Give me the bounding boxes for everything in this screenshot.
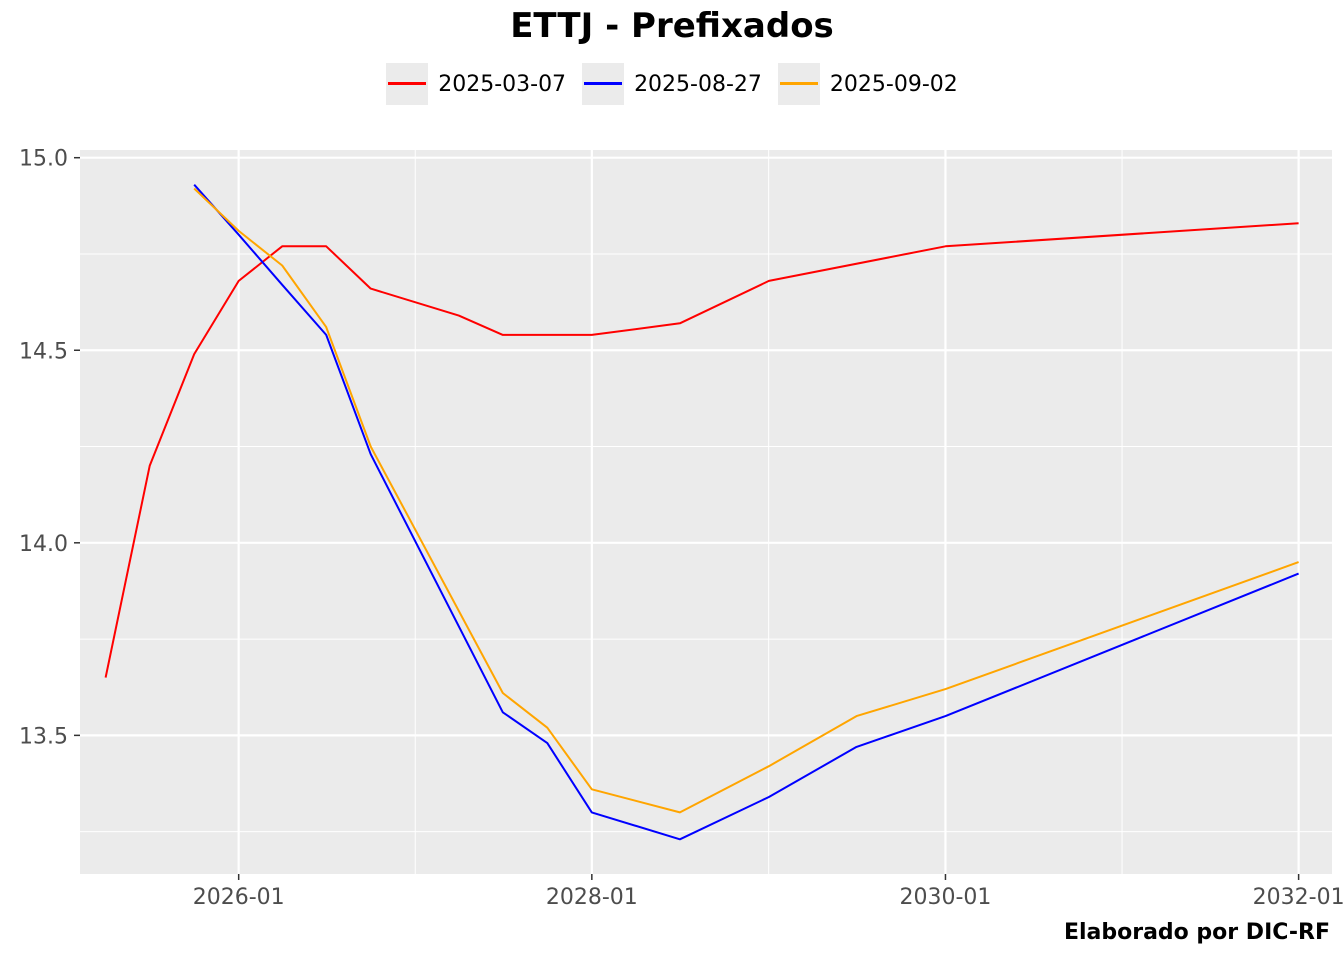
legend-swatch-line — [779, 82, 818, 85]
series-line-2025-03-07 — [104, 222, 1299, 678]
grid-major — [80, 150, 1332, 874]
x-tick-label: 2030-01 — [900, 885, 992, 910]
axis-layer: 2026-01 2028-01 2030-01 2032-01 13.5 14.0 14.5… — [19, 147, 1344, 910]
legend-swatch-line — [584, 82, 623, 85]
legend-item: 2025-03-07 — [386, 63, 566, 105]
plot-panel — [80, 150, 1332, 874]
legend-label: 2025-08-27 — [634, 71, 762, 97]
chart-caption: Elaborado por DIC-RF — [1063, 920, 1330, 945]
x-tick-label: 2028-01 — [546, 885, 638, 910]
legend-item: 2025-08-27 — [582, 63, 762, 105]
legend: 2025-03-07 2025-08-27 2025-09-02 — [0, 63, 1344, 105]
legend-key — [386, 63, 429, 105]
series-line-2025-09-02 — [193, 187, 1299, 814]
legend-key — [777, 63, 820, 105]
series-layer — [104, 184, 1299, 841]
y-tick-label: 14.5 — [19, 339, 68, 364]
chart-title: ETTJ - Prefixados — [510, 6, 834, 46]
legend-label: 2025-03-07 — [438, 71, 567, 97]
x-tick-label: 2032-01 — [1253, 885, 1344, 910]
y-tick-label: 15.0 — [19, 147, 68, 172]
legend-label: 2025-09-02 — [829, 71, 958, 97]
legend-swatch-line — [388, 82, 427, 85]
y-tick-label: 14.0 — [19, 532, 68, 557]
x-tick-label: 2026-01 — [193, 885, 285, 910]
grid-minor — [80, 150, 1332, 874]
legend-item: 2025-09-02 — [777, 63, 958, 105]
y-tick-label: 13.5 — [19, 724, 68, 749]
legend-key — [582, 63, 625, 105]
series-line-2025-08-27 — [193, 184, 1299, 841]
